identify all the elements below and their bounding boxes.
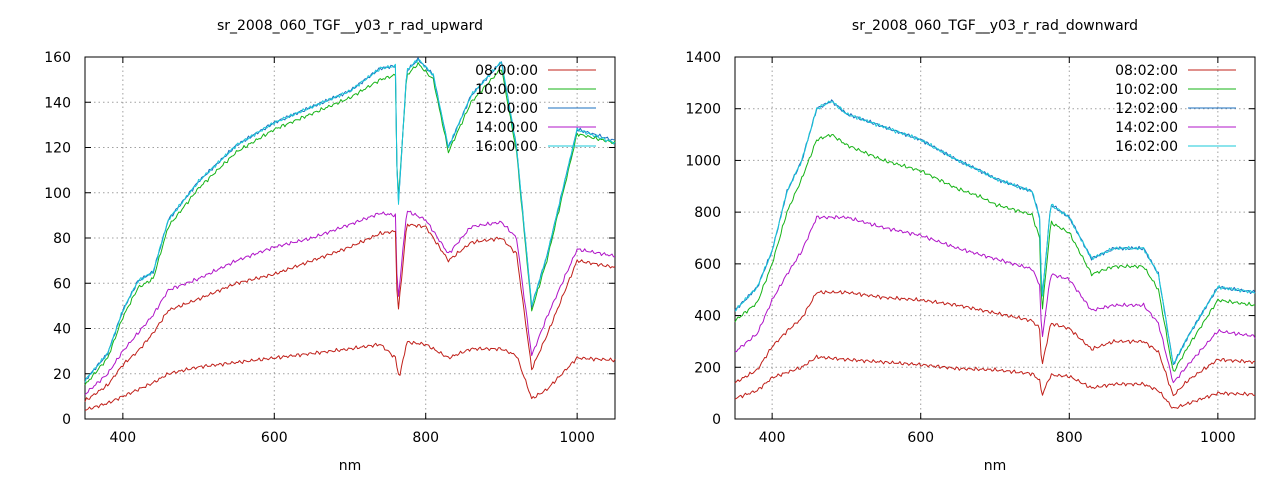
x-axis-label: nm [984, 458, 1007, 474]
y-tick-label: 400 [694, 309, 721, 325]
x-tick-label: 800 [1056, 430, 1083, 446]
legend: 08:02:00 10:02:00 12:02:00 14:02:00 16:02:00 [1115, 63, 1236, 155]
y-tick-label: 40 [53, 322, 71, 338]
series-line-14-02-00 [734, 215, 1256, 384]
y-tick-label: 60 [53, 276, 71, 292]
series-line-16-00-00 [84, 59, 616, 383]
y-tick-label: 1200 [685, 102, 721, 118]
y-tick-label: 1400 [685, 50, 721, 66]
chart-title: sr_2008_060_TGF__y03_r_rad_downward [852, 18, 1138, 34]
x-axis-label: nm [339, 458, 362, 474]
y-tick-label: 100 [44, 186, 71, 202]
series-line-08-00-00 [84, 340, 616, 411]
y-tick-label: 0 [62, 412, 71, 428]
y-tick-label: 140 [44, 95, 71, 111]
chart-downward: sr_2008_060_TGF__y03_r_rad_downward 400 60… [685, 18, 1256, 474]
legend-label: 16:00:00 [475, 139, 538, 155]
y-tick-label: 600 [694, 257, 721, 273]
plot-frame [734, 56, 1256, 420]
x-tick-label: 600 [907, 430, 934, 446]
y-tick-label: 1000 [685, 153, 721, 169]
x-tick-label: 1000 [1200, 430, 1236, 446]
y-tick-label: 200 [694, 360, 721, 376]
legend-label: 16:02:00 [1115, 139, 1178, 155]
series-line-16-02-00 [734, 100, 1256, 364]
series-line-08-02-00 [734, 354, 1256, 409]
legend-label: 12:02:00 [1115, 101, 1178, 117]
x-tick-label: 1000 [559, 430, 595, 446]
y-tick-label: 120 [44, 141, 71, 157]
y-tick-label: 20 [53, 367, 71, 383]
legend-label: 12:00:00 [475, 101, 538, 117]
legend-label: 08:02:00 [1115, 63, 1178, 79]
series-group [734, 99, 1256, 409]
chart-title: sr_2008_060_TGF__y03_r_rad_upward [217, 18, 483, 34]
legend-label: 08:00:00 [475, 63, 538, 79]
y-tick-label: 800 [694, 205, 721, 221]
x-tick-label: 800 [412, 430, 439, 446]
series-line-10-02-00 [734, 134, 1256, 372]
x-tick-label: 400 [109, 430, 136, 446]
legend-label: 10:00:00 [475, 82, 538, 98]
legend-label: 10:02:00 [1115, 82, 1178, 98]
legend-label: 14:02:00 [1115, 120, 1178, 136]
legend-label: 14:00:00 [475, 120, 538, 136]
x-tick-label: 400 [759, 430, 786, 446]
y-tick-label: 80 [53, 231, 71, 247]
legend: 08:00:00 10:00:00 12:00:00 14:00:00 16:00:00 [475, 63, 596, 155]
series-line-unlabeled-5 [84, 223, 616, 402]
series-group [84, 57, 616, 411]
y-tick-label: 160 [44, 50, 71, 66]
series-line-14-00-00 [84, 210, 615, 395]
series-line-unlabeled-5 [734, 290, 1256, 397]
y-tick-label: 0 [712, 412, 721, 428]
x-tick-label: 600 [261, 430, 288, 446]
